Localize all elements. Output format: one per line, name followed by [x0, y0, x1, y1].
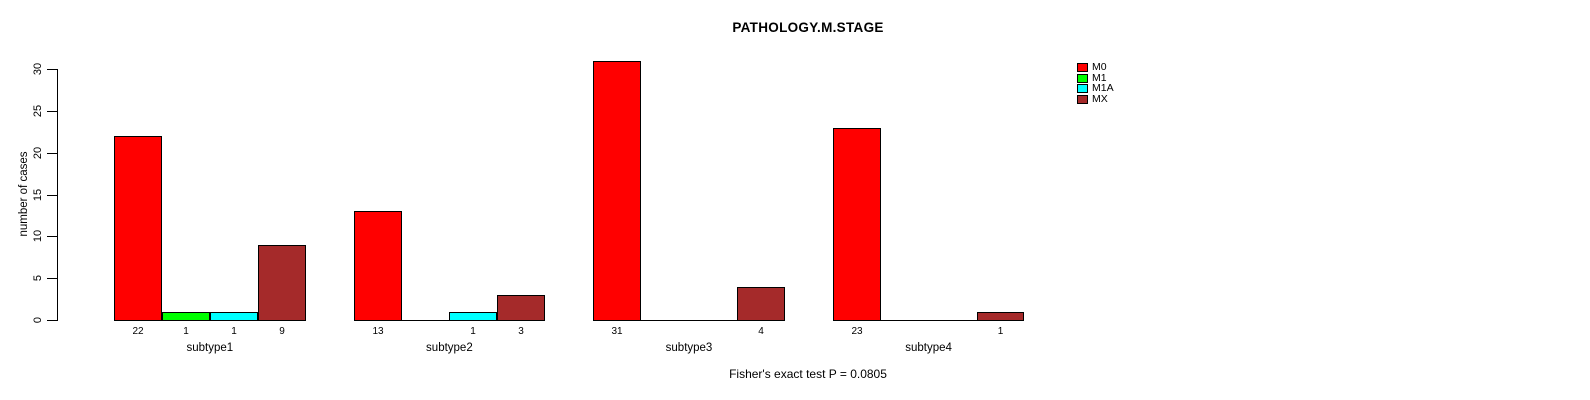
y-axis-tick: [47, 153, 57, 154]
bar-MX-subtype3: [737, 287, 785, 321]
bar-M1A-subtype4-zero: [929, 320, 977, 321]
category-label-subtype4: subtype4: [905, 342, 952, 354]
y-axis-tick: [47, 236, 57, 237]
bar-M0-subtype1: [114, 136, 162, 321]
legend-swatch-M1: [1077, 73, 1088, 83]
y-axis-tick-label: 25: [32, 104, 44, 118]
y-axis-tick-label: 0: [32, 316, 44, 324]
bar-M0-subtype2: [354, 211, 402, 321]
bar-value-label: 1: [997, 326, 1004, 337]
y-axis-tick-label: 20: [32, 146, 44, 160]
bar-M1-subtype3-zero: [641, 320, 689, 321]
bar-MX-subtype4: [977, 312, 1024, 321]
bar-M1A-subtype1: [210, 312, 258, 321]
bar-M1-subtype4-zero: [881, 320, 929, 321]
y-axis-tick-label: 30: [32, 62, 44, 76]
bar-MX-subtype2: [497, 295, 545, 321]
legend-label-M1A: M1A: [1092, 82, 1114, 94]
legend-swatch-M0: [1077, 63, 1088, 72]
bar-M1-subtype2-zero: [402, 320, 449, 321]
bar-M0-subtype3: [593, 61, 641, 321]
legend-swatch-MX: [1077, 94, 1088, 104]
y-axis-tick: [47, 278, 57, 279]
y-axis-line: [57, 69, 58, 321]
legend-row-M1A: M1A: [1077, 82, 1114, 94]
legend-label-M0: M0: [1092, 61, 1107, 73]
bar-M1A-subtype2: [449, 312, 497, 321]
bar-MX-subtype1: [258, 245, 306, 321]
bar-M1-subtype1: [162, 312, 210, 321]
category-label-subtype3: subtype3: [665, 342, 713, 354]
legend: M0 M1 M1A MX: [1077, 61, 1114, 105]
y-axis-tick: [47, 195, 57, 196]
bar-value-label: 4: [758, 326, 764, 337]
bar-value-label: 9: [279, 326, 285, 337]
category-label-subtype1: subtype1: [186, 342, 234, 354]
chart-title: PATHOLOGY.M.STAGE: [732, 20, 884, 35]
y-axis-tick-label: 5: [32, 274, 44, 282]
bar-value-label: 23: [851, 326, 863, 337]
bar-M0-subtype4: [833, 128, 881, 321]
category-label-subtype2: subtype2: [426, 342, 473, 354]
bar-value-label: 31: [611, 326, 623, 337]
y-axis-tick: [47, 111, 57, 112]
bar-value-label: 1: [470, 326, 476, 337]
y-axis-title: number of cases: [18, 151, 30, 237]
bar-M1A-subtype3-zero: [689, 320, 737, 321]
legend-row-M1: M1: [1077, 71, 1114, 84]
fisher-test-annotation: Fisher's exact test P = 0.0805: [729, 367, 887, 381]
y-axis-tick-label: 15: [32, 188, 44, 202]
bar-value-label: 3: [518, 326, 524, 337]
legend-label-MX: MX: [1092, 92, 1108, 105]
y-axis-tick-label: 10: [32, 229, 44, 243]
bar-value-label: 1: [183, 326, 189, 337]
y-axis-tick: [47, 320, 57, 321]
legend-row-M0: M0: [1077, 61, 1114, 73]
bar-value-label: 22: [132, 326, 144, 337]
y-axis-tick: [47, 69, 57, 70]
legend-row-MX: MX: [1077, 92, 1114, 105]
legend-swatch-M1A: [1077, 84, 1088, 93]
bar-value-label: 13: [372, 326, 384, 337]
bar-value-label: 1: [231, 326, 237, 337]
legend-label-M1: M1: [1092, 71, 1107, 84]
